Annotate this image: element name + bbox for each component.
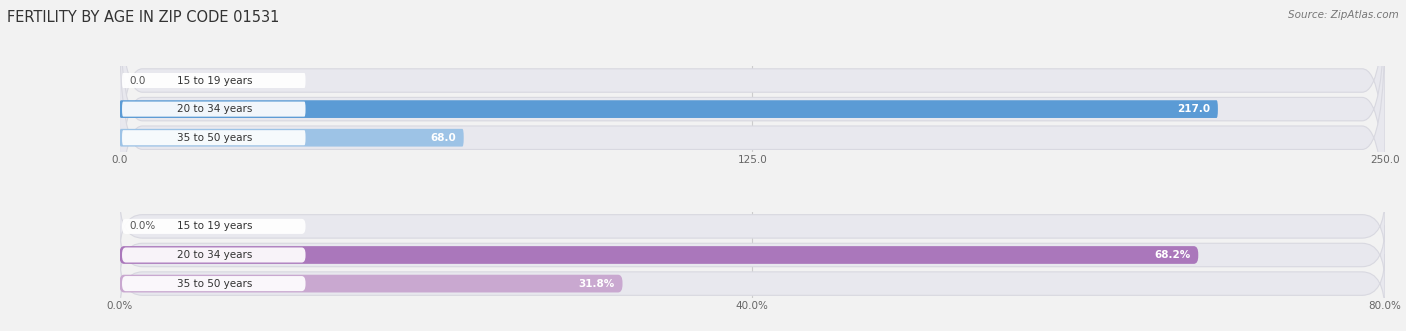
Text: 0.0: 0.0: [129, 75, 146, 85]
Text: 20 to 34 years: 20 to 34 years: [177, 104, 252, 114]
FancyBboxPatch shape: [122, 248, 305, 262]
FancyBboxPatch shape: [122, 276, 305, 291]
FancyBboxPatch shape: [120, 129, 464, 147]
Text: 15 to 19 years: 15 to 19 years: [177, 221, 252, 231]
Text: 68.2%: 68.2%: [1154, 250, 1191, 260]
Text: Source: ZipAtlas.com: Source: ZipAtlas.com: [1288, 10, 1399, 20]
FancyBboxPatch shape: [120, 246, 1198, 264]
FancyBboxPatch shape: [120, 254, 1385, 313]
Text: 20 to 34 years: 20 to 34 years: [177, 250, 252, 260]
FancyBboxPatch shape: [122, 102, 305, 117]
FancyBboxPatch shape: [122, 219, 305, 234]
FancyBboxPatch shape: [120, 0, 1385, 198]
Text: 35 to 50 years: 35 to 50 years: [177, 133, 252, 143]
FancyBboxPatch shape: [120, 100, 1218, 118]
Text: FERTILITY BY AGE IN ZIP CODE 01531: FERTILITY BY AGE IN ZIP CODE 01531: [7, 10, 280, 25]
FancyBboxPatch shape: [120, 275, 623, 293]
FancyBboxPatch shape: [122, 130, 305, 145]
Text: 15 to 19 years: 15 to 19 years: [177, 75, 252, 85]
Text: 0.0%: 0.0%: [129, 221, 156, 231]
FancyBboxPatch shape: [122, 73, 305, 88]
Text: 68.0: 68.0: [430, 133, 456, 143]
Text: 35 to 50 years: 35 to 50 years: [177, 279, 252, 289]
FancyBboxPatch shape: [120, 225, 1385, 284]
FancyBboxPatch shape: [120, 197, 1385, 256]
Text: 217.0: 217.0: [1177, 104, 1211, 114]
FancyBboxPatch shape: [120, 21, 1385, 255]
FancyBboxPatch shape: [120, 0, 1385, 226]
Text: 31.8%: 31.8%: [579, 279, 614, 289]
